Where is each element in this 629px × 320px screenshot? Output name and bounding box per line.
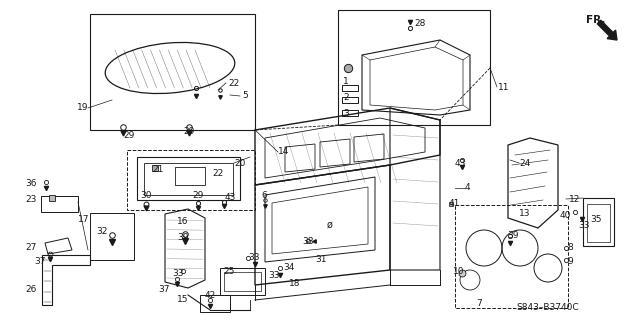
Text: 39: 39 [507, 230, 518, 239]
Text: 42: 42 [205, 291, 216, 300]
Text: 21: 21 [152, 165, 164, 174]
Text: 19: 19 [77, 103, 88, 113]
Text: 1: 1 [343, 76, 348, 85]
Text: 6: 6 [261, 190, 267, 199]
Text: 40: 40 [560, 211, 571, 220]
Text: 37: 37 [158, 284, 169, 293]
FancyArrow shape [597, 20, 617, 40]
Text: 22: 22 [228, 78, 239, 87]
Text: 7: 7 [476, 299, 482, 308]
Text: 4: 4 [465, 183, 470, 193]
Text: 39: 39 [177, 233, 189, 242]
Text: 36: 36 [26, 180, 37, 188]
Text: 20: 20 [234, 158, 245, 167]
Text: 18: 18 [289, 278, 301, 287]
Text: 17: 17 [77, 214, 89, 223]
Text: 32: 32 [96, 227, 108, 236]
Text: 26: 26 [26, 285, 37, 294]
Text: 24: 24 [519, 158, 530, 167]
Text: 31: 31 [315, 255, 326, 265]
Text: 43: 43 [455, 158, 466, 167]
Text: 14: 14 [278, 148, 289, 156]
Text: 38: 38 [302, 236, 313, 245]
Text: 23: 23 [26, 196, 37, 204]
Text: 33: 33 [172, 269, 184, 278]
Text: 13: 13 [519, 210, 530, 219]
Text: 29: 29 [123, 132, 135, 140]
Text: 10: 10 [453, 268, 464, 276]
Text: 41: 41 [449, 198, 460, 207]
Text: 33: 33 [578, 220, 589, 229]
Text: 33: 33 [248, 253, 260, 262]
Text: FR.: FR. [586, 15, 605, 25]
Text: 33: 33 [268, 270, 279, 279]
Text: 11: 11 [498, 83, 509, 92]
Text: ø: ø [327, 220, 333, 230]
Text: 35: 35 [590, 214, 601, 223]
Text: 28: 28 [414, 19, 425, 28]
Text: 27: 27 [26, 244, 37, 252]
Text: 43: 43 [225, 194, 237, 203]
Text: 30: 30 [140, 191, 152, 201]
Text: 15: 15 [177, 294, 189, 303]
Text: 12: 12 [569, 195, 581, 204]
Text: 25: 25 [223, 267, 235, 276]
Text: 5: 5 [242, 92, 248, 100]
Text: S843–B3740C: S843–B3740C [516, 303, 579, 313]
Text: 9: 9 [567, 257, 573, 266]
Text: 34: 34 [283, 263, 294, 273]
Text: 8: 8 [567, 244, 573, 252]
Text: 2: 2 [343, 92, 348, 101]
Text: 3: 3 [343, 108, 348, 117]
Text: 16: 16 [177, 218, 189, 227]
Text: 29: 29 [192, 191, 203, 201]
Text: 22: 22 [212, 170, 223, 179]
Text: 29: 29 [183, 126, 194, 135]
Text: 37: 37 [35, 257, 46, 266]
